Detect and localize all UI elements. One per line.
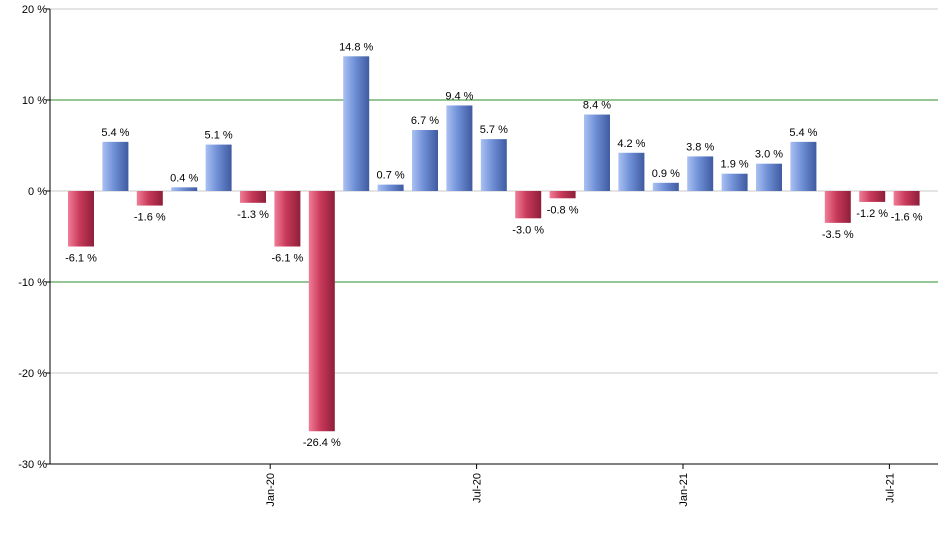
data-label: -1.6 %	[134, 212, 166, 224]
y-tick-label: -10 %	[18, 277, 47, 289]
bar	[274, 191, 301, 247]
data-label: -1.3 %	[237, 209, 269, 221]
bar	[549, 191, 576, 199]
data-label: -6.1 %	[272, 253, 304, 265]
bar	[687, 156, 714, 191]
bar	[515, 191, 542, 219]
data-label: 4.2 %	[617, 138, 645, 150]
data-label: 5.7 %	[480, 124, 508, 136]
x-tick-label: Jan-20	[265, 473, 277, 507]
bar	[343, 56, 370, 191]
bar	[308, 191, 335, 432]
data-label: 9.4 %	[445, 90, 473, 102]
y-tick-label: -30 %	[18, 459, 47, 471]
bar	[446, 105, 473, 191]
y-tick-label: 20 %	[22, 4, 47, 16]
bar	[584, 114, 610, 191]
bar	[652, 182, 679, 191]
bar	[136, 191, 163, 206]
data-label: 14.8 %	[339, 41, 373, 53]
data-label: 6.7 %	[411, 115, 439, 127]
data-label: 3.0 %	[755, 149, 783, 161]
x-tick-label: Jan-21	[678, 473, 690, 507]
data-label: 3.8 %	[686, 141, 714, 153]
data-label: 8.4 %	[583, 100, 611, 112]
bar	[721, 173, 748, 191]
bar	[790, 141, 817, 191]
bar	[68, 191, 94, 247]
bar	[240, 191, 266, 203]
data-label: 0.7 %	[377, 170, 405, 182]
x-tick-label: Jul-20	[472, 473, 484, 503]
data-label: -1.2 %	[856, 208, 888, 220]
bar	[756, 163, 782, 191]
bar	[824, 191, 851, 223]
y-tick-label: 0 %	[28, 186, 47, 198]
bar	[618, 152, 645, 191]
bar	[859, 191, 886, 202]
axis-layer	[46, 8, 938, 469]
data-label: -1.6 %	[891, 212, 923, 224]
data-label: 0.9 %	[652, 168, 680, 180]
data-label: 5.4 %	[789, 127, 817, 139]
data-label: -26.4 %	[303, 437, 341, 449]
data-label: -3.0 %	[512, 224, 544, 236]
bar	[171, 187, 198, 191]
bars-layer	[68, 56, 920, 432]
bar	[377, 184, 404, 191]
x-tick-label: Jul-21	[884, 473, 896, 503]
data-label: 5.1 %	[205, 130, 233, 142]
bar	[102, 141, 129, 191]
data-label: 5.4 %	[101, 127, 129, 139]
labels-layer: 20 % 10 % 0 % -10 % -20 % -30 % Jan-20 Jul-20 Ja…	[18, 4, 922, 507]
y-tick-label: -20 %	[18, 368, 47, 380]
data-label: -3.5 %	[822, 229, 854, 241]
bar	[893, 191, 920, 206]
bar	[205, 144, 232, 191]
data-label: -0.8 %	[547, 204, 579, 216]
bar	[412, 130, 438, 191]
bar	[480, 139, 507, 191]
data-label: 0.4 %	[170, 172, 198, 184]
y-tick-label: 10 %	[22, 95, 47, 107]
data-label: -6.1 %	[65, 253, 97, 265]
data-label: 1.9 %	[721, 159, 749, 171]
